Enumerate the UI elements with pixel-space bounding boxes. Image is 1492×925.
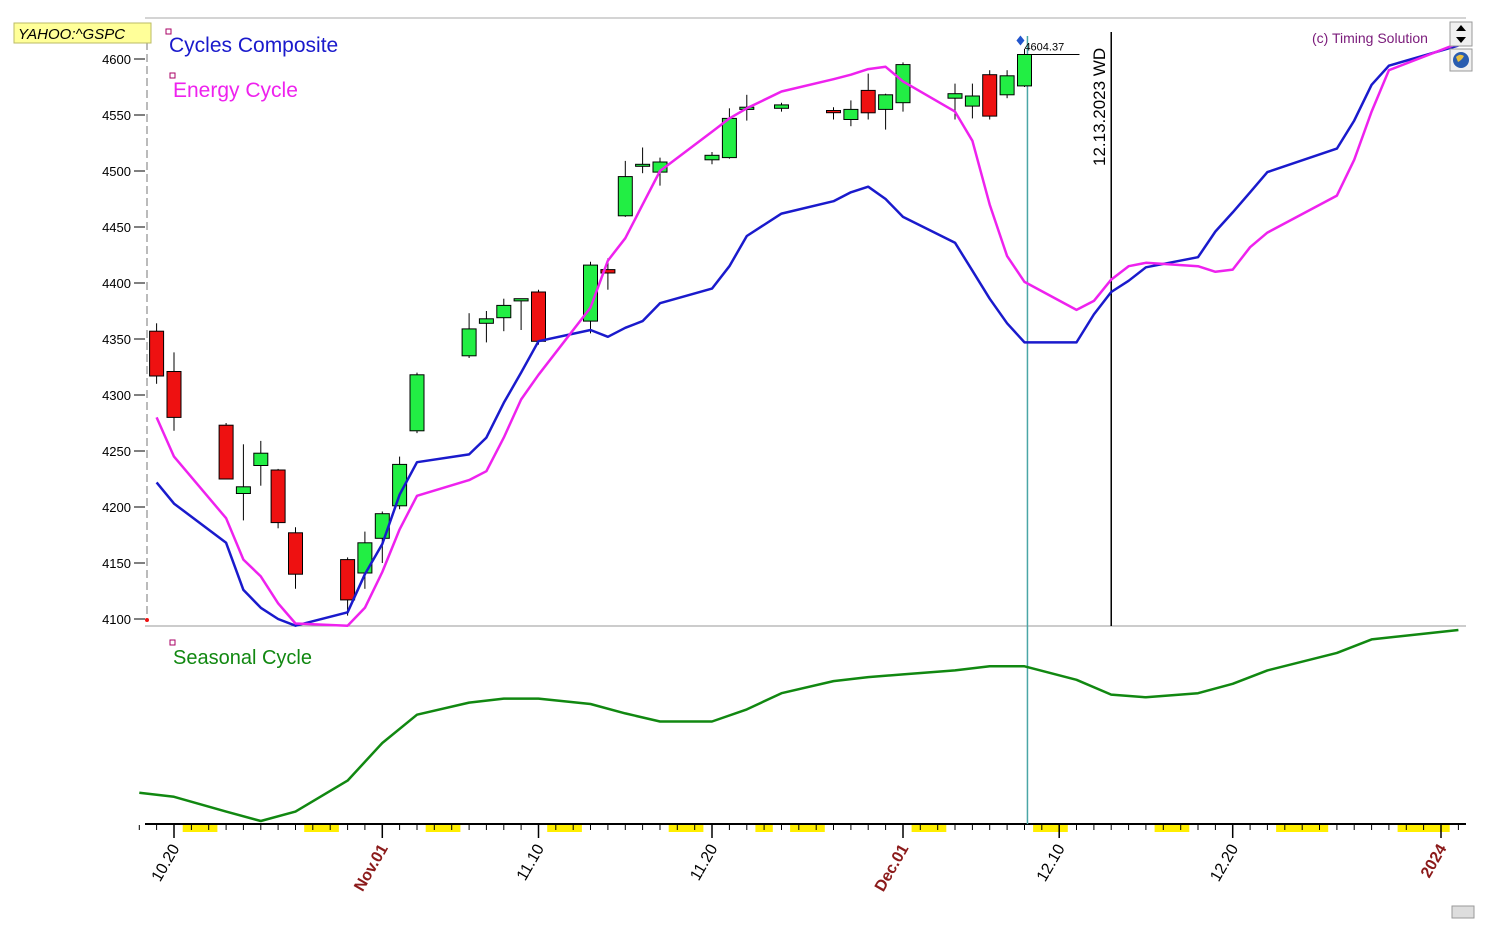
globe-icon[interactable] bbox=[1453, 52, 1469, 68]
candle-down bbox=[982, 74, 998, 117]
candle-up bbox=[774, 104, 789, 109]
candle-up bbox=[392, 463, 408, 507]
candle-up bbox=[496, 304, 512, 319]
corner-resize-handle[interactable] bbox=[1451, 905, 1475, 919]
candle-up bbox=[878, 94, 894, 110]
candle-up bbox=[1017, 54, 1032, 87]
y-tick-label: 4350 bbox=[102, 332, 131, 347]
candle-up bbox=[895, 64, 911, 104]
candle-down bbox=[600, 269, 616, 274]
last-price-label: 4604.37 bbox=[1024, 42, 1064, 54]
globe-land-icon bbox=[1456, 54, 1464, 62]
seasonal-panel bbox=[139, 628, 1459, 823]
energy-cycle-line bbox=[155, 42, 1459, 627]
candle-up bbox=[721, 117, 737, 159]
legend-composite: Cycles Composite bbox=[169, 34, 338, 57]
candle-up bbox=[461, 328, 477, 357]
scroll-buttons[interactable] bbox=[1449, 21, 1473, 47]
candle-down bbox=[288, 532, 303, 575]
cycles-composite-line bbox=[155, 44, 1459, 627]
weekend-block bbox=[668, 825, 704, 832]
y-tick-label: 4400 bbox=[102, 276, 131, 291]
candle-down bbox=[218, 424, 234, 480]
candle-up bbox=[235, 486, 251, 494]
cycle-lines bbox=[155, 42, 1459, 627]
y-tick-label: 4450 bbox=[102, 220, 131, 235]
weekend-block bbox=[911, 825, 947, 832]
candle-up bbox=[704, 154, 720, 161]
weekend-block bbox=[182, 825, 218, 832]
candle-up bbox=[409, 374, 425, 432]
y-axis: 4100 4150 4200 4250 4300 4350 4400 4450 4500 4550… bbox=[102, 52, 145, 627]
weekend-block bbox=[304, 825, 339, 832]
y-tick-label: 4500 bbox=[102, 164, 131, 179]
legend-seasonal: Seasonal Cycle bbox=[173, 647, 312, 669]
candle-up bbox=[583, 264, 598, 322]
candle-up bbox=[947, 93, 963, 99]
weekend-block bbox=[790, 825, 825, 832]
candle-up bbox=[357, 542, 373, 574]
seasonal-cycle-line bbox=[139, 628, 1459, 823]
start-marker bbox=[145, 618, 149, 622]
legend-energy: Energy Cycle bbox=[173, 79, 298, 102]
candle-down bbox=[826, 110, 841, 114]
candle-down bbox=[270, 469, 286, 524]
copyright-label: (c) Timing Solution bbox=[1312, 30, 1428, 46]
last-price-marker: 4604.37 bbox=[1016, 35, 1080, 56]
candle-down bbox=[860, 89, 876, 114]
candle-up bbox=[374, 513, 390, 539]
symbol-label: YAHOO:^GSPC bbox=[18, 26, 125, 43]
candle-up bbox=[999, 75, 1015, 96]
weekend-block bbox=[425, 825, 461, 832]
scroll-up-icon[interactable] bbox=[1456, 25, 1466, 31]
legend-handle-seasonal[interactable] bbox=[169, 639, 176, 646]
candle-down bbox=[531, 291, 546, 342]
candle-up bbox=[513, 298, 529, 302]
candle-up bbox=[635, 163, 651, 167]
y-tick-label: 4600 bbox=[102, 52, 131, 67]
candle-up bbox=[253, 452, 269, 467]
y-tick-label: 4550 bbox=[102, 108, 131, 123]
weekend-block bbox=[547, 825, 582, 832]
y-tick-label: 4200 bbox=[102, 500, 131, 515]
legend-handle-composite[interactable] bbox=[165, 28, 172, 35]
candle-down bbox=[149, 330, 165, 377]
weekend-block bbox=[1154, 825, 1190, 832]
candle-down bbox=[340, 559, 356, 601]
y-tick-label: 4100 bbox=[102, 612, 131, 627]
forecast-date-label: 12.13.2023 WD bbox=[1090, 48, 1109, 166]
vertical-markers: 12.13.2023 WD bbox=[1026, 32, 1112, 824]
scroll-control[interactable] bbox=[1449, 21, 1473, 47]
y-tick-label: 4300 bbox=[102, 388, 131, 403]
candle-up bbox=[964, 95, 980, 107]
candle-up bbox=[617, 176, 633, 217]
candle-up bbox=[478, 318, 494, 324]
price-candles bbox=[149, 48, 1032, 616]
symbol-badge[interactable] bbox=[13, 22, 152, 44]
candle-down bbox=[166, 371, 182, 418]
scroll-down-icon[interactable] bbox=[1456, 37, 1466, 43]
y-tick-label: 4250 bbox=[102, 444, 131, 459]
weekend-block bbox=[1033, 825, 1068, 832]
last-price-diamond bbox=[1016, 35, 1025, 46]
candle-up bbox=[843, 108, 859, 121]
y-tick-label: 4150 bbox=[102, 556, 131, 571]
legend-handle-energy[interactable] bbox=[169, 72, 176, 79]
globe-button[interactable] bbox=[1449, 48, 1473, 72]
